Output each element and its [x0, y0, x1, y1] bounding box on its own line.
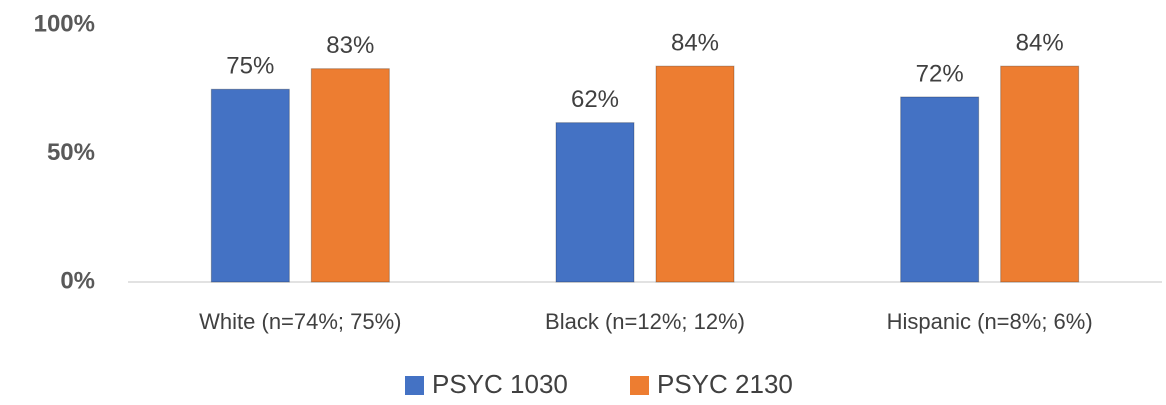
value-label: 75% [226, 53, 274, 80]
legend-swatch [405, 376, 424, 395]
x-tick-label: White (n=74%; 75%) [199, 309, 401, 334]
bar [1000, 65, 1080, 283]
bar [210, 88, 290, 283]
bar [555, 122, 635, 283]
x-tick-label: Black (n=12%; 12%) [545, 309, 745, 334]
x-tick-label: Hispanic (n=8%; 6%) [887, 309, 1093, 334]
legend-label: PSYC 1030 [432, 369, 568, 399]
value-label: 84% [671, 29, 719, 56]
bar [310, 68, 390, 283]
bar [900, 96, 980, 283]
value-label: 83% [326, 32, 374, 59]
bar [655, 65, 735, 283]
legend-swatch [630, 376, 649, 395]
legend-label: PSYC 2130 [657, 369, 793, 399]
y-tick-label: 100% [34, 10, 95, 37]
value-label: 84% [1016, 29, 1064, 56]
value-label: 62% [571, 86, 619, 113]
value-label: 72% [916, 60, 964, 87]
y-tick-label: 0% [60, 267, 95, 294]
y-tick-label: 50% [47, 139, 95, 166]
